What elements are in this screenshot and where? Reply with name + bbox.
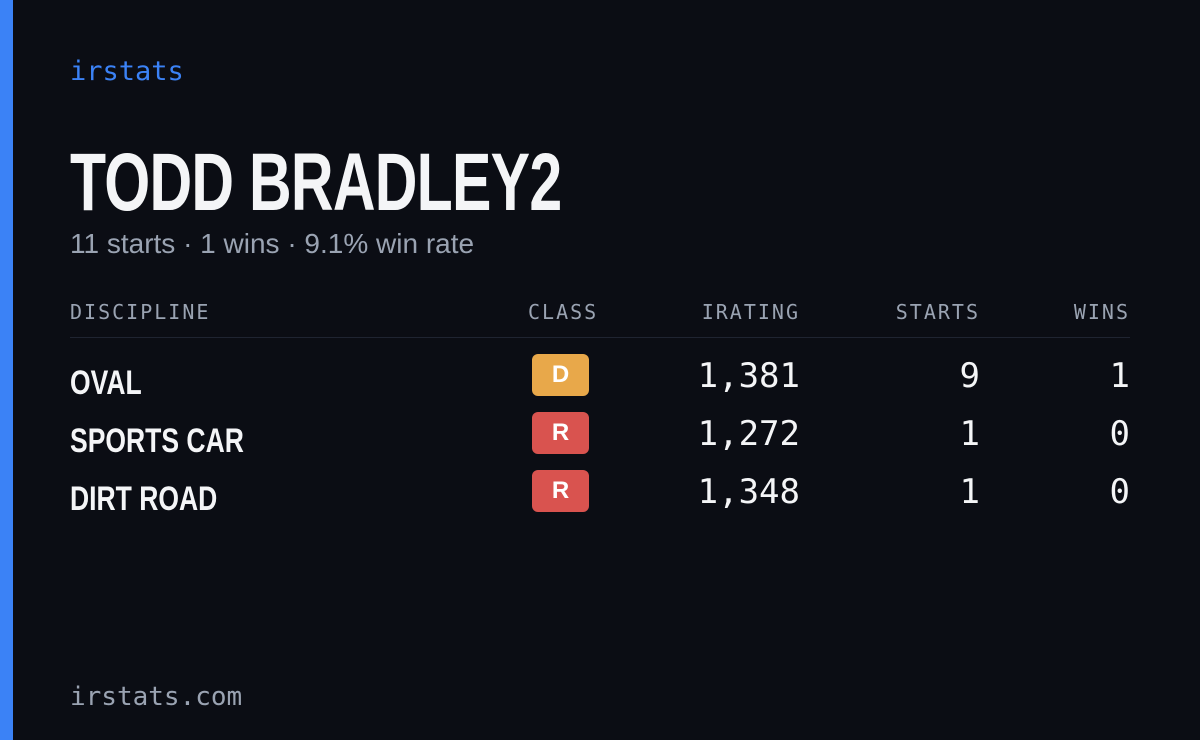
discipline: SPORTS CAR [70, 422, 244, 460]
starts: 1 [959, 414, 980, 454]
irating: 1,348 [697, 472, 800, 512]
footer: irstats.com [70, 682, 243, 712]
starts: 9 [959, 356, 980, 396]
class-badge: D [532, 354, 589, 396]
irating: 1,272 [697, 414, 800, 454]
wins: 0 [1109, 414, 1130, 454]
wins: 0 [1109, 472, 1130, 512]
column-header: DISCIPLINE [70, 300, 211, 324]
driver-name: TODD BRADLEY2 [70, 137, 562, 228]
column-header: WINS [1073, 300, 1130, 324]
column-header: STARTS [895, 300, 980, 324]
wins: 1 [1109, 356, 1130, 396]
irating: 1,381 [697, 356, 800, 396]
accent-bar [0, 0, 13, 740]
column-header: IRATING [701, 300, 800, 324]
separator [70, 337, 1130, 338]
brand: irstats [70, 56, 184, 87]
class-badge: R [532, 412, 589, 454]
starts: 1 [959, 472, 980, 512]
discipline: DIRT ROAD [70, 480, 218, 518]
column-header: CLASS [528, 300, 599, 324]
class-badge: R [532, 470, 589, 512]
driver-summary: 11 starts · 1 wins · 9.1% win rate [70, 228, 475, 259]
discipline: OVAL [70, 364, 142, 402]
